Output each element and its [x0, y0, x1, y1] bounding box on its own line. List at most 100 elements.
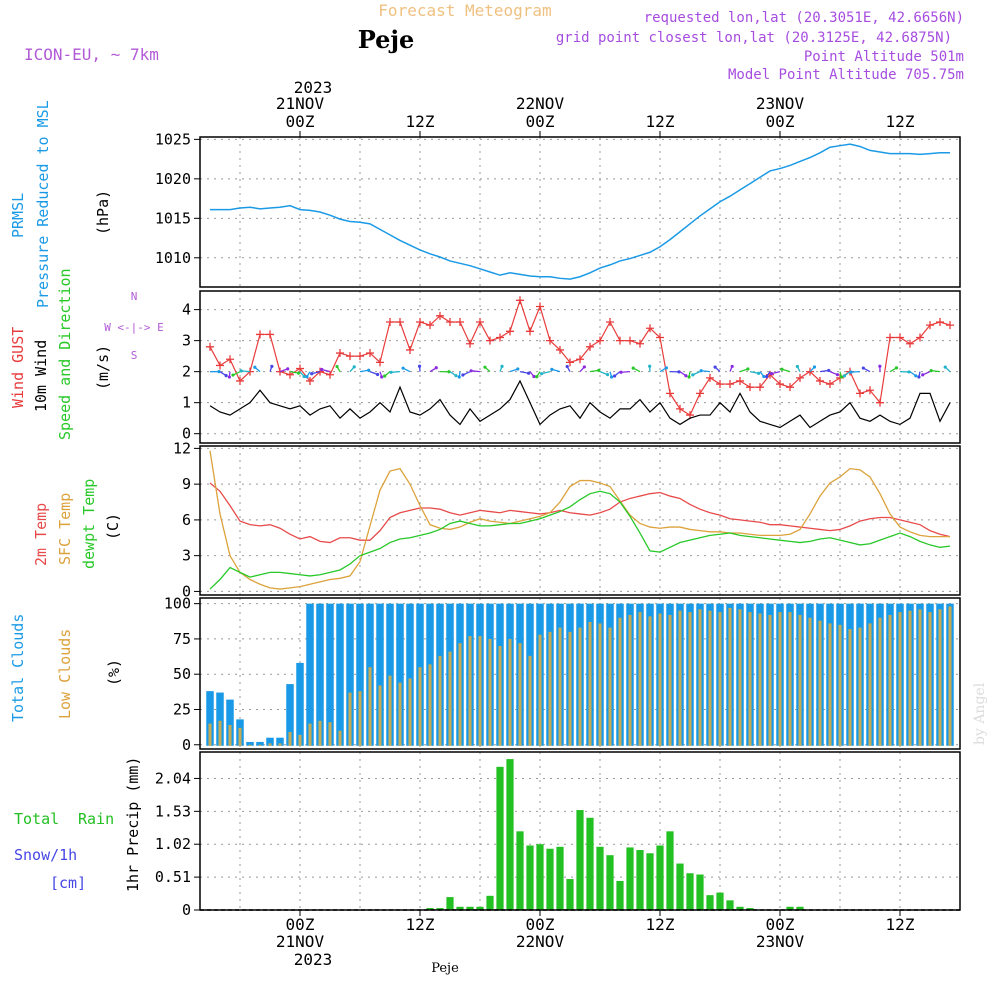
- gust-marker: [876, 398, 884, 407]
- wind-direction-arrowhead: [907, 370, 911, 374]
- pressure-frame: [199, 136, 961, 288]
- low-cloud-bar: [938, 609, 942, 746]
- wind-direction-arrowhead: [535, 375, 539, 379]
- wind-direction-arrowhead: [762, 374, 766, 379]
- wind-direction-arrowhead: [352, 365, 356, 369]
- low-cloud-bar: [468, 636, 472, 746]
- gust-marker: [266, 330, 274, 339]
- low-cloud-bar: [718, 612, 722, 746]
- rain-bar: [736, 906, 744, 910]
- total-cloud-bar: [336, 603, 344, 746]
- wind-direction-arrowhead: [270, 364, 274, 368]
- wind-direction-arrowhead: [302, 374, 306, 379]
- gust-marker: [666, 389, 674, 398]
- wind-direction-arrowhead: [795, 364, 799, 369]
- pressure-ytick-label: 1015: [155, 209, 191, 227]
- wind-direction-arrowhead: [769, 371, 774, 376]
- gust-marker: [336, 349, 344, 358]
- wind-direction-arrowhead: [943, 365, 947, 369]
- rain-bar: [486, 895, 494, 910]
- low-cloud-bar: [668, 614, 672, 746]
- wind-direction-arrowhead: [454, 374, 458, 378]
- low-cloud-bar: [218, 720, 222, 746]
- temp-ytick-label: 0: [182, 582, 191, 600]
- bottom-time-label: 00Z: [766, 915, 795, 934]
- total-cloud-bar: [226, 699, 234, 746]
- low-cloud-bar: [338, 730, 342, 746]
- low-cloud-bar: [578, 627, 582, 746]
- rain-bar: [696, 874, 704, 910]
- low-cloud-bar: [368, 667, 372, 746]
- wind-direction-arrowhead: [434, 366, 438, 370]
- rain-bar: [506, 759, 514, 910]
- sfc_temp-line: [209, 450, 950, 590]
- top-time-label: 12Z: [406, 112, 435, 131]
- rain-bar: [516, 831, 524, 910]
- total-cloud-bar: [256, 741, 264, 746]
- precip-ytick-label: 0: [182, 901, 191, 919]
- wind-direction-arrowhead: [516, 367, 520, 371]
- wind-direction-arrowhead: [565, 364, 569, 369]
- low-cloud-bar: [808, 617, 812, 746]
- gust-marker: [486, 336, 494, 345]
- rain-bar: [576, 810, 584, 910]
- gust-marker: [696, 389, 704, 398]
- wind-direction-arrowhead: [239, 369, 243, 373]
- total-cloud-bar: [386, 603, 394, 746]
- low-cloud-bar: [328, 722, 332, 746]
- gust-marker: [606, 318, 614, 327]
- gust-marker: [776, 380, 784, 389]
- rain-bar: [726, 900, 734, 910]
- temp-ytick-label: 9: [182, 475, 191, 493]
- total-cloud-bar: [326, 603, 334, 746]
- wind-direction-arrowhead: [376, 372, 380, 377]
- wind-direction-arrowhead: [457, 375, 461, 379]
- wind-direction-arrowhead: [894, 366, 899, 370]
- gust-marker: [546, 336, 554, 345]
- low-cloud-bar: [448, 651, 452, 746]
- low-cloud-bar: [918, 609, 922, 746]
- rain-bar: [456, 906, 464, 910]
- clouds-label-total: Total Clouds: [9, 614, 27, 722]
- rain-bar: [446, 897, 454, 910]
- top-date-label: 21NOV: [276, 94, 325, 113]
- top-date-label: 22NOV: [516, 94, 565, 113]
- wind-ytick-label: 4: [182, 301, 191, 319]
- low-cloud-bar: [308, 723, 312, 746]
- rain-bar: [436, 908, 444, 910]
- gust-marker: [946, 321, 954, 330]
- low-cloud-bar: [408, 678, 412, 746]
- gust-marker: [216, 361, 224, 370]
- low-cloud-bar: [248, 744, 252, 746]
- precip-frame: [199, 751, 961, 911]
- wind-direction-arrowhead: [765, 375, 769, 379]
- gust-marker: [326, 370, 334, 379]
- rain-bar: [796, 906, 804, 910]
- wind-direction-arrowhead: [609, 375, 614, 379]
- low-cloud-bar: [858, 627, 862, 746]
- low-cloud-bar: [738, 609, 742, 746]
- gust-marker: [446, 318, 454, 327]
- low-cloud-bar: [628, 614, 632, 746]
- low-cloud-bar: [558, 627, 562, 746]
- low-cloud-bar: [208, 723, 212, 746]
- gust-marker: [436, 311, 444, 320]
- gust-marker: [526, 327, 534, 336]
- low-cloud-bar: [638, 612, 642, 746]
- gust-marker: [906, 339, 914, 348]
- wind-label-10m: 10m Wind: [32, 340, 50, 412]
- wind-direction-arrowhead: [597, 368, 601, 372]
- low-cloud-bar: [898, 612, 902, 746]
- clouds-ytick-label: 75: [173, 630, 191, 648]
- model-point-altitude: Model Point Altitude 705.75m: [728, 67, 964, 83]
- wind-direction-arrowhead: [550, 367, 554, 371]
- wind-direction-arrowhead: [914, 374, 918, 378]
- gust-marker: [706, 373, 714, 382]
- wind-direction-arrowhead: [320, 367, 324, 372]
- gust-marker: [646, 324, 654, 333]
- clouds-ytick-label: 100: [164, 595, 191, 613]
- gust-marker: [746, 383, 754, 392]
- precip-label-rain: Rain: [78, 810, 114, 828]
- dewpt-line: [209, 490, 951, 590]
- wind-direction-arrowhead: [286, 367, 290, 371]
